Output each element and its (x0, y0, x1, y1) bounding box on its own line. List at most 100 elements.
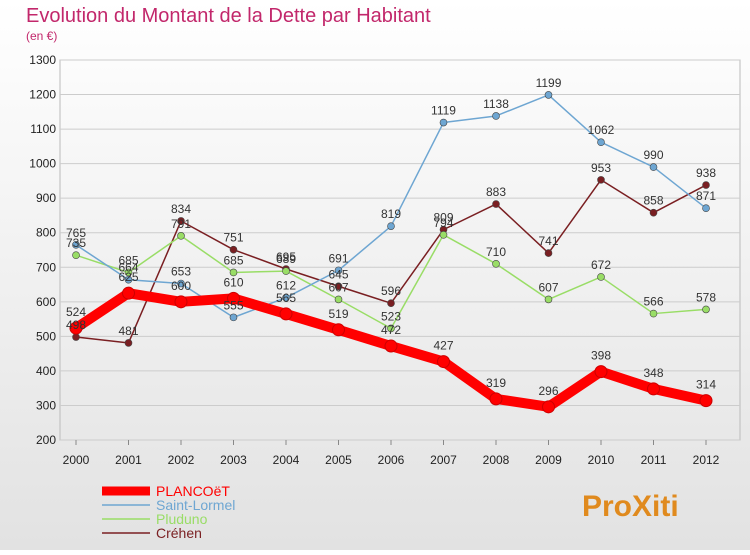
data-label-pluduno: 791 (171, 217, 191, 231)
data-label-pluduno: 689 (276, 252, 296, 266)
data-label-planco-t: 565 (276, 291, 296, 305)
data-point-planco-t (332, 323, 345, 337)
data-label-pluduno: 735 (66, 236, 86, 250)
data-point-planco-t (174, 295, 188, 309)
data-point-planco-t (227, 291, 240, 305)
x-tick-label: 2001 (115, 453, 142, 467)
data-point-pluduno (387, 324, 395, 333)
data-label-cr-hen: 695 (276, 250, 296, 264)
data-label-saint-lormel: 612 (276, 279, 296, 293)
data-label-saint-lormel: 664 (118, 261, 138, 275)
y-tick-label: 1300 (29, 53, 56, 67)
data-point-pluduno (702, 305, 710, 314)
data-label-pluduno: 685 (223, 253, 243, 267)
data-label-planco-t: 472 (381, 323, 401, 337)
data-label-cr-hen: 834 (171, 202, 191, 216)
data-label-cr-hen: 498 (66, 318, 86, 332)
data-label-cr-hen: 645 (328, 267, 348, 281)
data-point-planco-t (699, 394, 713, 408)
data-point-cr-hen (72, 333, 80, 341)
y-tick-label: 1200 (29, 88, 56, 102)
data-label-saint-lormel: 1138 (483, 97, 509, 111)
x-axis: 2000 2001 2002 2003 2004 2005 2006 2007 2008 2009… (63, 440, 720, 467)
data-point-pluduno (229, 268, 238, 277)
data-label-pluduno: 523 (381, 309, 401, 323)
data-point-cr-hen (387, 299, 395, 308)
data-point-saint-lormel (597, 138, 605, 147)
legend-label: Saint-Lormel (156, 497, 235, 513)
y-tick-label: 1100 (30, 122, 56, 136)
x-tick-label: 2004 (273, 453, 300, 467)
data-point-saint-lormel (387, 222, 395, 230)
y-tick-label: 500 (36, 329, 56, 343)
data-point-planco-t (279, 307, 293, 321)
data-labels: 498 481 834 751 695 645 596 809 883 741 953 858 938 7… (66, 76, 716, 398)
data-label-pluduno: 672 (591, 258, 611, 272)
data-point-planco-t (122, 286, 135, 300)
y-axis: 200 300 400 500 600 700 800 900 1000 1100 1200 1300 (29, 53, 56, 447)
data-label-planco-t: 319 (486, 376, 506, 390)
series-layer (69, 91, 713, 414)
data-point-saint-lormel (334, 266, 343, 275)
data-label-planco-t: 296 (538, 384, 558, 398)
x-tick-label: 2012 (693, 453, 720, 467)
data-point-pluduno (334, 295, 343, 304)
x-tick-label: 2005 (325, 453, 352, 467)
data-point-saint-lormel (282, 293, 290, 302)
data-point-saint-lormel (439, 118, 448, 127)
data-label-planco-t: 625 (118, 270, 138, 284)
y-tick-label: 1000 (29, 157, 56, 171)
data-label-pluduno: 794 (433, 216, 453, 230)
logo-text: ProXiti (582, 490, 679, 523)
data-label-cr-hen: 809 (433, 211, 453, 225)
data-point-cr-hen (544, 249, 553, 257)
data-point-cr-hen (597, 176, 605, 184)
y-tick-label: 200 (36, 433, 56, 447)
data-label-saint-lormel: 871 (696, 189, 716, 203)
data-label-cr-hen: 858 (643, 194, 663, 208)
data-label-planco-t: 427 (433, 339, 453, 353)
data-point-cr-hen (177, 217, 185, 225)
x-tick-label: 2008 (483, 453, 510, 467)
data-point-cr-hen (334, 282, 343, 291)
y-tick-label: 400 (36, 364, 56, 378)
data-label-planco-t: 398 (591, 349, 611, 363)
data-point-pluduno (597, 273, 605, 281)
data-point-saint-lormel (177, 279, 185, 288)
data-point-pluduno (439, 231, 448, 239)
data-point-cr-hen (229, 245, 238, 254)
data-label-saint-lormel: 819 (381, 207, 401, 221)
x-tick-label: 2002 (168, 453, 195, 467)
data-point-planco-t (647, 382, 660, 396)
data-label-planco-t: 314 (696, 378, 716, 392)
data-point-pluduno (544, 295, 553, 304)
data-label-planco-t: 348 (643, 366, 663, 380)
data-label-cr-hen: 938 (696, 166, 716, 180)
data-label-pluduno: 566 (643, 295, 663, 309)
data-label-planco-t: 600 (171, 279, 191, 293)
x-tick-label: 2009 (535, 453, 562, 467)
data-point-cr-hen (702, 181, 710, 189)
chart-subtitle: (en €) (26, 29, 57, 43)
data-label-pluduno: 578 (696, 290, 716, 304)
x-tick-label: 2000 (63, 453, 90, 467)
x-tick-label: 2011 (641, 453, 667, 467)
data-point-saint-lormel (124, 275, 133, 284)
x-tick-label: 2007 (430, 453, 457, 467)
data-label-cr-hen: 741 (538, 234, 558, 248)
data-point-cr-hen (649, 208, 658, 217)
data-point-saint-lormel (492, 112, 500, 120)
data-label-pluduno: 710 (486, 245, 506, 259)
y-tick-label: 300 (36, 398, 56, 412)
data-point-saint-lormel (649, 163, 658, 171)
x-tick-label: 2010 (588, 453, 615, 467)
data-point-planco-t (437, 355, 450, 369)
data-label-saint-lormel: 990 (643, 148, 663, 162)
data-label-saint-lormel: 691 (328, 251, 348, 265)
data-point-planco-t (594, 365, 608, 379)
data-label-planco-t: 524 (66, 305, 86, 319)
